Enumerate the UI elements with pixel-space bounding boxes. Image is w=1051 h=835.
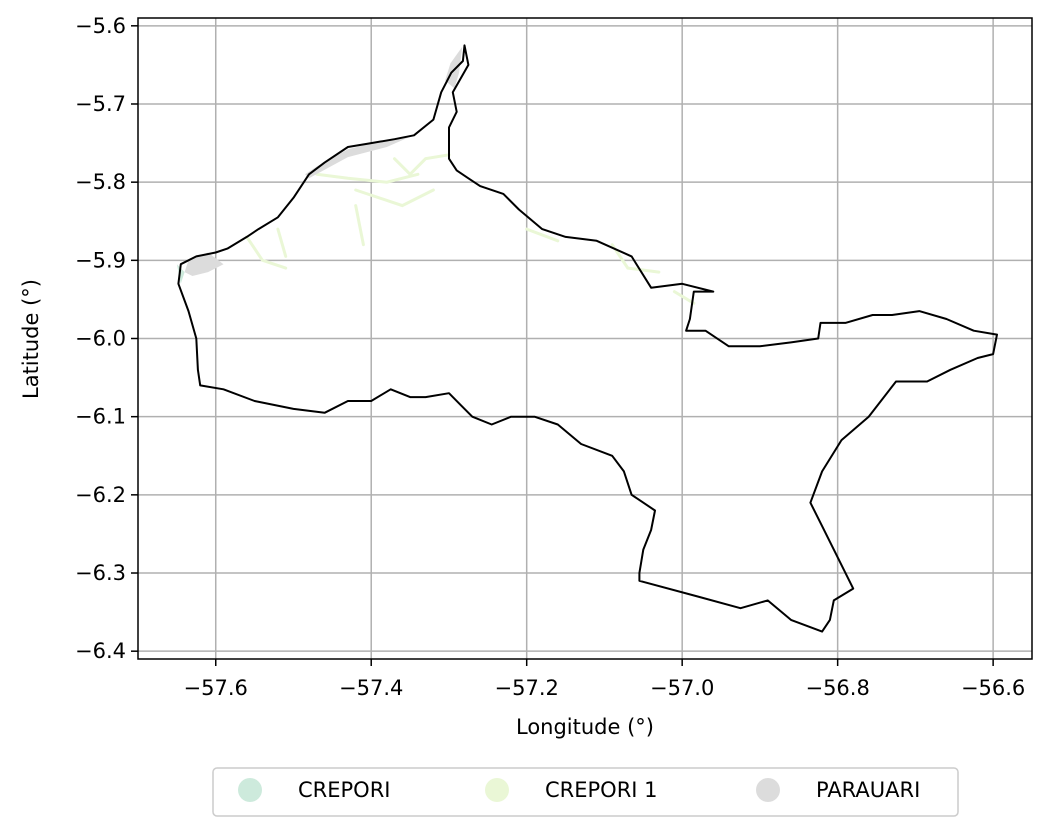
x-tick-label: −57.2 <box>495 676 559 700</box>
x-tick-label: −57.0 <box>650 676 714 700</box>
x-tick-label: −57.4 <box>339 676 403 700</box>
crepori-1-stream <box>354 204 365 247</box>
x-tick-label: −56.8 <box>805 676 869 700</box>
legend-swatch <box>238 778 262 802</box>
crepori-1-stream <box>315 172 420 184</box>
crepori-1-stream <box>525 227 560 243</box>
y-tick-label: −6.1 <box>75 405 126 429</box>
legend-swatch <box>756 778 780 802</box>
y-tick-label: −6.0 <box>75 327 126 351</box>
y-axis-label: Latitude (°) <box>19 279 43 399</box>
x-tick-label: −57.6 <box>184 676 248 700</box>
crepori-layer <box>176 264 185 284</box>
x-axis-ticks: −57.6 −57.4 −57.2 −57.0 −56.8 −56.6 <box>184 659 1025 700</box>
y-tick-label: −6.4 <box>75 639 126 663</box>
parauari-area <box>305 136 411 179</box>
y-tick-label: −6.2 <box>75 483 126 507</box>
crepori-1-stream <box>672 290 696 305</box>
crepori-1-stream <box>245 235 288 270</box>
legend-label: CREPORI <box>298 778 391 802</box>
y-axis-ticks: −5.6 −5.7 −5.8 −5.9 −6.0 −6.1 −6.2 −6.3 −6.4 <box>75 14 138 663</box>
crepori-1-stream <box>354 188 435 208</box>
crepori-1-stream <box>610 243 661 274</box>
crepori-1-stream <box>276 227 288 258</box>
crepori-1-stream <box>393 153 451 177</box>
legend-label: PARAUARI <box>816 778 920 802</box>
y-tick-label: −6.3 <box>75 561 126 585</box>
legend: CREPORI CREPORI 1 PARAUARI <box>212 767 959 817</box>
crepori-1-layer <box>245 153 696 305</box>
crepori-area <box>176 264 185 284</box>
y-tick-label: −5.7 <box>75 92 126 116</box>
region-boundary <box>177 44 998 633</box>
y-tick-label: −5.9 <box>75 248 126 272</box>
legend-label: CREPORI 1 <box>545 778 658 802</box>
gridlines <box>138 18 1032 659</box>
legend-swatch <box>485 778 509 802</box>
x-axis-label: Longitude (°) <box>516 715 654 739</box>
y-tick-label: −5.8 <box>75 170 126 194</box>
x-tick-label: −56.6 <box>961 676 1025 700</box>
y-tick-label: −5.6 <box>75 14 126 38</box>
